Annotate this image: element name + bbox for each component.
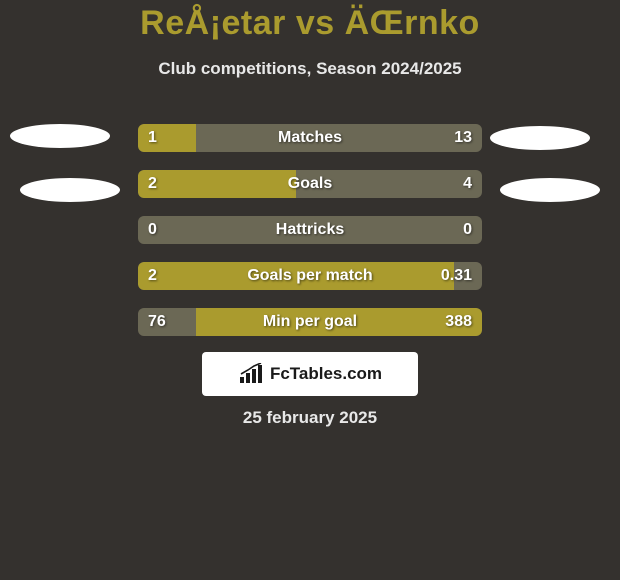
player-photo-placeholder (490, 126, 590, 150)
bar-left (138, 170, 296, 198)
stat-label: Matches (278, 129, 342, 147)
stat-left-value: 2 (148, 267, 157, 285)
stat-left-value: 76 (148, 313, 166, 331)
stat-label: Goals (288, 175, 332, 193)
stat-right-value: 0 (463, 221, 472, 239)
stat-row-min-per-goal: 76 Min per goal 388 (138, 308, 482, 336)
stat-right-value: 0.31 (441, 267, 472, 285)
stat-label: Goals per match (247, 267, 372, 285)
attribution-text: FcTables.com (270, 364, 382, 384)
chart-icon (238, 363, 266, 385)
stat-label: Hattricks (276, 221, 344, 239)
stats-container: 1 Matches 13 2 Goals 4 0 Hattricks 0 2 G… (138, 124, 482, 354)
stat-row-goals-per-match: 2 Goals per match 0.31 (138, 262, 482, 290)
date-text: 25 february 2025 (0, 408, 620, 428)
team-logo-placeholder (20, 178, 120, 202)
subtitle: Club competitions, Season 2024/2025 (0, 59, 620, 79)
stat-left-value: 2 (148, 175, 157, 193)
stat-label: Min per goal (263, 313, 357, 331)
bar-left (138, 124, 196, 152)
stat-right-value: 13 (454, 129, 472, 147)
page-title: ReÅ¡etar vs ÄŒrnko (0, 0, 620, 43)
stat-row-goals: 2 Goals 4 (138, 170, 482, 198)
stat-right-value: 388 (445, 313, 472, 331)
stat-row-hattricks: 0 Hattricks 0 (138, 216, 482, 244)
attribution-link[interactable]: FcTables.com (202, 352, 418, 396)
stat-left-value: 0 (148, 221, 157, 239)
player-photo-placeholder (10, 124, 110, 148)
stat-right-value: 4 (463, 175, 472, 193)
team-logo-placeholder (500, 178, 600, 202)
stat-row-matches: 1 Matches 13 (138, 124, 482, 152)
stat-left-value: 1 (148, 129, 157, 147)
